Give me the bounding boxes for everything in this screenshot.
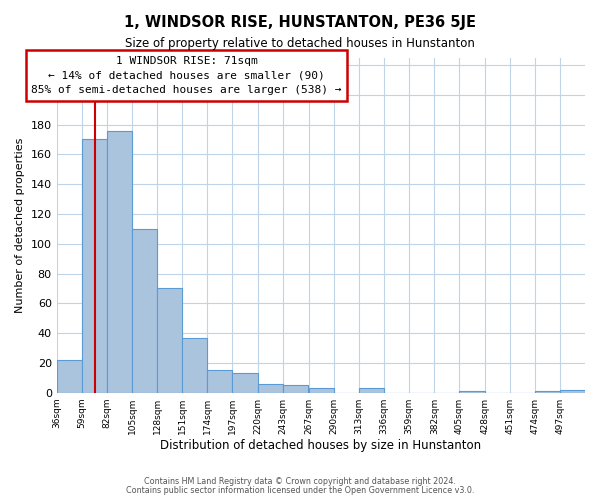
Bar bbox=[257, 384, 283, 392]
Bar bbox=[107, 130, 132, 392]
Bar bbox=[56, 360, 82, 392]
Text: Contains HM Land Registry data © Crown copyright and database right 2024.: Contains HM Land Registry data © Crown c… bbox=[144, 477, 456, 486]
Bar bbox=[132, 229, 157, 392]
Bar bbox=[309, 388, 334, 392]
Text: 1, WINDSOR RISE, HUNSTANTON, PE36 5JE: 1, WINDSOR RISE, HUNSTANTON, PE36 5JE bbox=[124, 15, 476, 30]
Bar bbox=[460, 391, 485, 392]
Text: Size of property relative to detached houses in Hunstanton: Size of property relative to detached ho… bbox=[125, 38, 475, 51]
Bar bbox=[182, 338, 208, 392]
Bar bbox=[157, 288, 182, 393]
Bar bbox=[82, 140, 107, 392]
X-axis label: Distribution of detached houses by size in Hunstanton: Distribution of detached houses by size … bbox=[160, 440, 481, 452]
Y-axis label: Number of detached properties: Number of detached properties bbox=[15, 138, 25, 313]
Bar bbox=[232, 374, 257, 392]
Bar bbox=[208, 370, 232, 392]
Text: Contains public sector information licensed under the Open Government Licence v3: Contains public sector information licen… bbox=[126, 486, 474, 495]
Bar bbox=[283, 386, 308, 392]
Bar bbox=[535, 391, 560, 392]
Bar bbox=[359, 388, 384, 392]
Text: 1 WINDSOR RISE: 71sqm
← 14% of detached houses are smaller (90)
85% of semi-deta: 1 WINDSOR RISE: 71sqm ← 14% of detached … bbox=[31, 56, 342, 95]
Bar bbox=[560, 390, 585, 392]
